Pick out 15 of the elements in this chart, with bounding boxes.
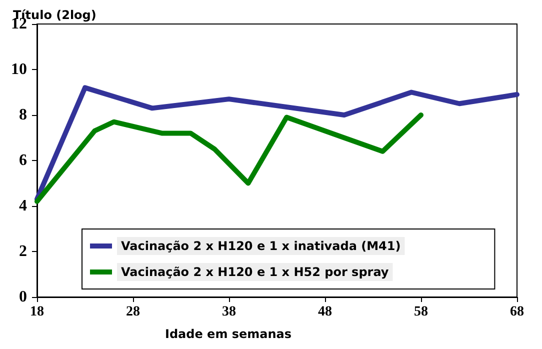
- x-axis-title: Idade em semanas: [165, 327, 292, 341]
- x-tick-label: 18: [30, 304, 44, 320]
- y-tick-label: 10: [11, 61, 27, 78]
- x-tick-label: 58: [414, 304, 428, 320]
- y-tick-label: 0: [19, 288, 27, 306]
- y-tick-label: 4: [19, 198, 27, 214]
- x-tick-label: 28: [126, 304, 140, 320]
- y-tick-label: 2: [19, 243, 27, 260]
- y-tick-label: 6: [19, 152, 27, 169]
- x-tick-label: 68: [510, 304, 524, 320]
- y-tick-label: 8: [19, 106, 27, 124]
- legend-label: Vacinação 2 x H120 e 1 x H52 por spray: [121, 265, 389, 279]
- x-tick-label: 48: [318, 304, 332, 320]
- legend-label: Vacinação 2 x H120 e 1 x inativada (M41): [121, 239, 401, 253]
- x-tick-label: 38: [222, 304, 236, 320]
